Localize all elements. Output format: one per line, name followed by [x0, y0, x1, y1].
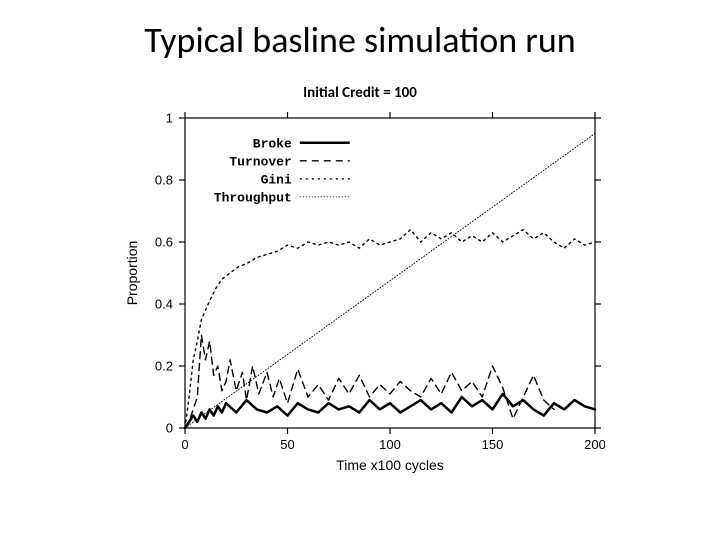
- legend-label: Gini: [261, 172, 292, 187]
- y-axis-label: Proportion: [124, 241, 140, 306]
- y-tick-label: 0.4: [155, 297, 173, 312]
- series-broke: [185, 394, 595, 428]
- x-axis-label: Time x100 cycles: [336, 457, 444, 473]
- x-tick-label: 150: [482, 437, 504, 452]
- y-tick-label: 0.8: [155, 173, 173, 188]
- series-turnover: [185, 335, 554, 428]
- x-tick-label: 200: [584, 437, 605, 452]
- chart-container: 0 50 100 150 200 0 0.2 0.4 0.6 0.8 1 Time x100 cycl…: [115, 108, 605, 488]
- legend-label: Turnover: [229, 154, 291, 169]
- slide-subtitle: Initial Credit = 100: [0, 84, 720, 102]
- y-tick-label: 0.2: [155, 359, 173, 374]
- series-throughput: [185, 134, 595, 429]
- legend-label: Throughput: [214, 190, 292, 205]
- x-tick-label: 100: [379, 437, 401, 452]
- y-tick-label: 1: [166, 111, 173, 126]
- y-tick-label: 0.6: [155, 235, 173, 250]
- x-tick-label: 0: [181, 437, 188, 452]
- legend-label: Broke: [253, 136, 292, 151]
- line-chart: 0 50 100 150 200 0 0.2 0.4 0.6 0.8 1 Time x100 cycl…: [115, 108, 605, 488]
- y-tick-label: 0: [166, 421, 173, 436]
- x-tick-label: 50: [280, 437, 294, 452]
- slide-title: Typical basline simulation run: [0, 18, 720, 62]
